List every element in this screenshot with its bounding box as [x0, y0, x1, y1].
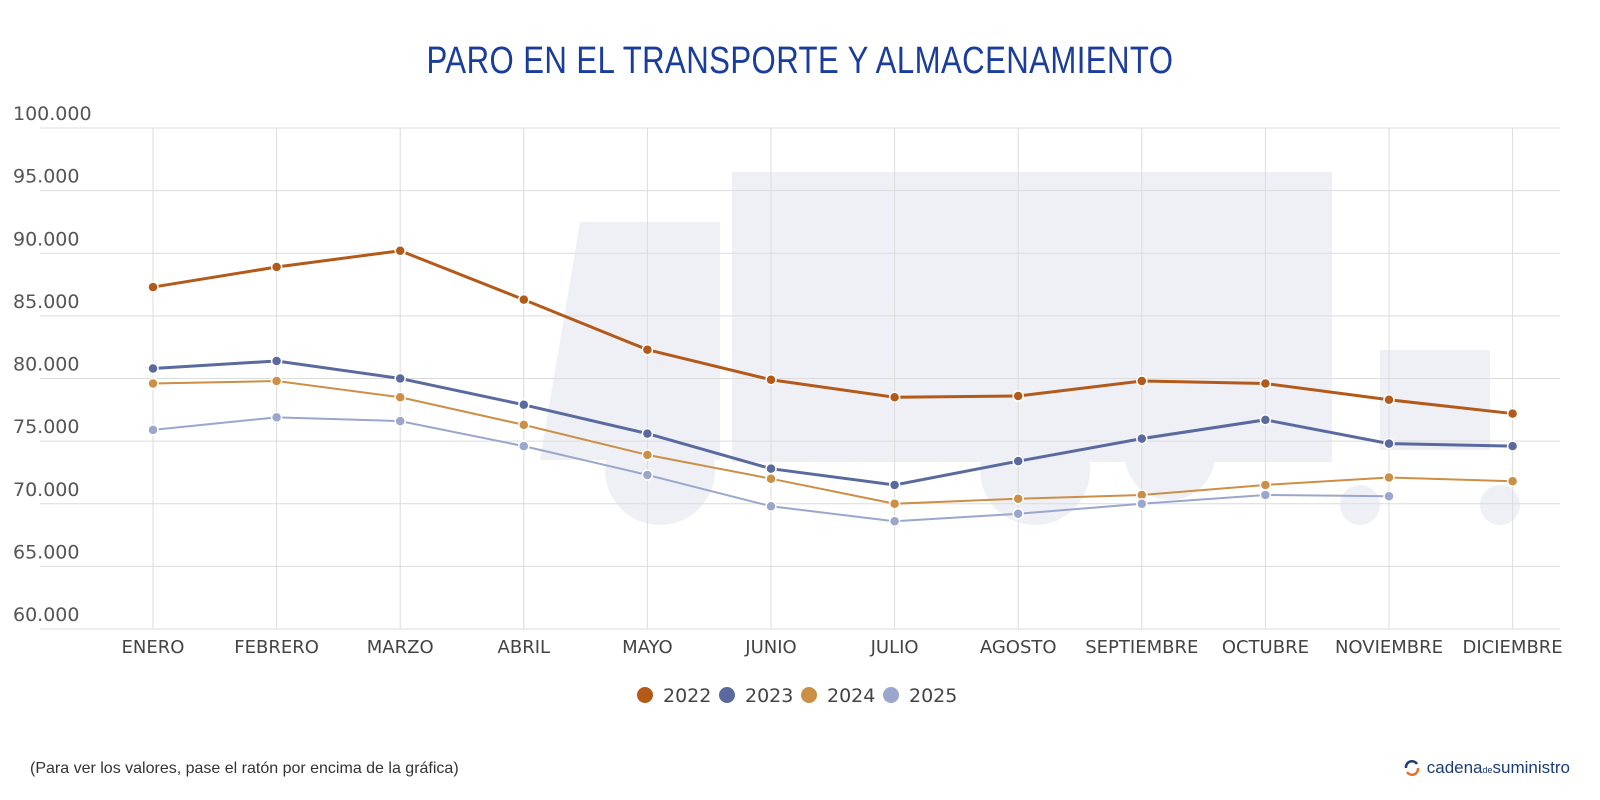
x-tick-label: OCTUBRE: [1222, 637, 1309, 658]
data-point-2022: [1136, 375, 1148, 387]
data-point-2022: [1383, 394, 1395, 406]
x-tick-label: NOVIEMBRE: [1335, 637, 1443, 658]
legend-item-2022[interactable]: 2022: [637, 685, 711, 707]
data-point-2022: [518, 293, 530, 306]
data-point-2024: [518, 419, 530, 431]
data-point-2024: [888, 498, 901, 510]
x-tick-label: JULIO: [870, 637, 919, 658]
legend-marker: [801, 687, 817, 703]
legend-marker: [719, 687, 735, 703]
data-point-2024: [1012, 492, 1024, 505]
data-point-2024: [641, 449, 654, 461]
y-tick-label: 95.000: [13, 166, 79, 188]
data-point-2024: [1506, 475, 1519, 487]
data-point-2025: [518, 440, 530, 452]
y-tick-label: 80.000: [13, 354, 79, 376]
series-line-2024: [152, 380, 1513, 505]
legend-label: 2022: [663, 685, 711, 707]
data-point-2025: [1012, 508, 1024, 520]
x-tick-label: AGOSTO: [980, 637, 1057, 658]
data-point-2023: [641, 427, 654, 440]
x-tick-label: ENERO: [122, 637, 185, 658]
data-point-2023: [765, 462, 777, 475]
x-tick-label: SEPTIEMBRE: [1085, 637, 1198, 658]
y-tick-label: 100.000: [13, 103, 92, 125]
legend-marker: [883, 687, 899, 703]
x-tick-label: DICIEMBRE: [1463, 637, 1563, 658]
y-tick-label: 60.000: [13, 604, 79, 626]
x-tick-label: MAYO: [622, 637, 673, 658]
logo: cadenadesuministro: [1403, 758, 1570, 778]
line-chart[interactable]: 60.000 65.000 70.000 75.000 80.000 85.000 90.0…: [0, 0, 1600, 720]
legend-item-2023[interactable]: 2023: [719, 685, 793, 707]
data-point-2025: [270, 411, 283, 424]
hover-note: (Para ver los valores, pase el ratón por…: [30, 760, 459, 777]
x-tick-label: JUNIO: [744, 637, 796, 658]
data-point-2022: [1259, 377, 1272, 390]
data-point-2024: [1383, 471, 1395, 484]
data-point-2022: [394, 244, 406, 257]
data-point-2022: [147, 281, 159, 293]
x-tick-label: FEBRERO: [234, 637, 319, 658]
legend-marker: [637, 687, 653, 703]
data-point-2022: [1506, 407, 1519, 420]
x-tick-label: ABRIL: [498, 637, 551, 658]
data-point-2022: [1012, 390, 1024, 402]
data-point-2025: [641, 469, 654, 481]
data-point-2025: [1259, 489, 1272, 501]
data-point-2023: [1136, 432, 1148, 445]
legend-label: 2025: [909, 685, 957, 707]
data-point-2023: [1506, 440, 1519, 452]
data-point-2022: [765, 374, 777, 386]
y-tick-label: 70.000: [13, 479, 79, 501]
data-point-2024: [394, 391, 406, 404]
y-tick-label: 90.000: [13, 228, 79, 250]
data-point-2025: [147, 424, 159, 436]
data-point-2023: [1259, 414, 1272, 426]
y-tick-label: 75.000: [13, 416, 79, 438]
data-point-2024: [1259, 479, 1272, 491]
series-line-2022: [152, 249, 1513, 416]
watermark-truck: [540, 172, 1520, 525]
legend-item-2025[interactable]: 2025: [883, 685, 957, 707]
data-point-2024: [147, 377, 159, 390]
data-point-2023: [888, 479, 901, 491]
data-point-2025: [1136, 498, 1148, 510]
data-point-2025: [888, 515, 901, 528]
y-tick-label: 65.000: [13, 541, 79, 563]
data-point-2023: [518, 399, 530, 411]
data-point-2023: [147, 362, 159, 375]
data-point-2023: [1012, 455, 1024, 467]
legend-label: 2024: [827, 685, 875, 707]
series-line-2023: [152, 359, 1513, 487]
x-tick-label: MARZO: [367, 637, 434, 658]
legend-label: 2023: [745, 685, 793, 707]
data-point-2022: [888, 391, 901, 404]
data-point-2023: [270, 355, 283, 367]
data-point-2025: [394, 415, 406, 427]
data-point-2025: [1383, 490, 1395, 502]
data-point-2022: [641, 343, 654, 356]
chart-title: PARO EN EL TRANSPORTE Y ALMACENAMIENTO: [426, 40, 1174, 82]
data-point-2023: [394, 372, 406, 385]
data-point-2023: [1383, 437, 1395, 450]
data-point-2022: [270, 261, 283, 273]
data-point-2024: [270, 375, 283, 387]
data-point-2024: [765, 472, 777, 485]
data-point-2025: [765, 500, 777, 513]
y-tick-label: 85.000: [13, 291, 79, 313]
legend-item-2024[interactable]: 2024: [801, 685, 875, 707]
logo-cycle-icon: [1404, 760, 1419, 776]
